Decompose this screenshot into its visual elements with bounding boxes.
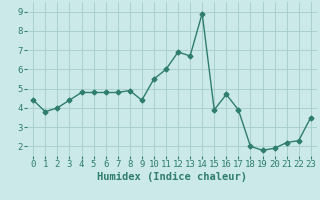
X-axis label: Humidex (Indice chaleur): Humidex (Indice chaleur) [97, 172, 247, 182]
